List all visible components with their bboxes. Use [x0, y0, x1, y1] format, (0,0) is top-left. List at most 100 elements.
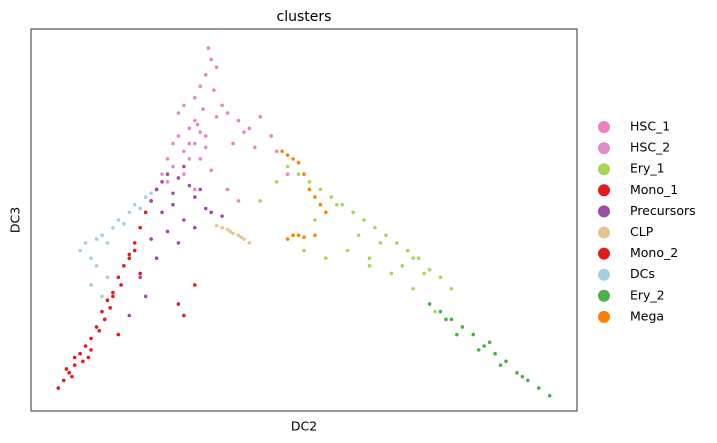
point: [242, 237, 246, 241]
point: [504, 359, 508, 364]
point: [285, 172, 290, 176]
point: [127, 252, 132, 257]
point: [253, 145, 257, 150]
point: [395, 241, 399, 245]
point: [138, 275, 142, 280]
point: [182, 218, 186, 222]
point: [438, 275, 443, 280]
point: [236, 199, 241, 203]
point: [193, 187, 197, 192]
point: [182, 103, 186, 108]
point: [89, 283, 93, 287]
point: [198, 157, 203, 161]
point: [482, 344, 486, 348]
point: [116, 218, 121, 222]
point: [94, 325, 99, 329]
plot-area: [56, 46, 552, 398]
y-axis-label: DC3: [8, 207, 23, 233]
legend-label: Ery_1: [630, 161, 665, 176]
point: [285, 164, 290, 169]
point: [242, 130, 246, 134]
point: [100, 294, 104, 299]
point: [105, 275, 110, 280]
legend-label: HSC_2: [630, 140, 670, 155]
point: [340, 202, 345, 207]
point: [195, 122, 200, 127]
legend-marker: [598, 163, 610, 176]
point: [405, 248, 410, 253]
point: [89, 348, 93, 352]
point: [187, 157, 192, 161]
point: [296, 172, 301, 176]
point: [176, 241, 181, 245]
point: [187, 126, 192, 131]
legend-marker: [598, 310, 610, 323]
point: [193, 225, 197, 230]
point: [78, 351, 82, 356]
point: [239, 235, 244, 239]
point: [220, 225, 224, 230]
point: [389, 271, 394, 276]
point: [493, 351, 497, 356]
point: [318, 187, 323, 192]
point: [220, 103, 224, 108]
point: [302, 172, 306, 176]
point: [438, 309, 443, 314]
point: [269, 134, 274, 138]
point: [367, 256, 372, 261]
legend-label: HSC_1: [630, 119, 670, 134]
point: [209, 57, 213, 62]
point: [122, 222, 126, 226]
point: [302, 248, 306, 253]
point: [285, 237, 290, 241]
point: [296, 160, 301, 165]
legend-marker: [598, 289, 610, 302]
point: [471, 332, 476, 337]
point: [444, 317, 448, 322]
point: [193, 95, 197, 100]
point: [334, 202, 339, 207]
point: [100, 233, 104, 238]
point: [427, 302, 432, 306]
point: [132, 241, 137, 245]
point: [160, 172, 164, 176]
point: [165, 180, 170, 184]
point: [111, 294, 115, 299]
point: [165, 229, 170, 234]
point: [160, 180, 164, 184]
point: [171, 164, 175, 169]
point: [116, 332, 121, 337]
point: [160, 210, 164, 215]
point: [149, 199, 153, 203]
point: [198, 187, 203, 192]
legend-marker: [598, 205, 610, 218]
point: [225, 227, 230, 232]
legend: HSC_1 HSC_2 Ery_1 Mono_1 Precursors CLP Mono_2…: [598, 119, 696, 323]
point: [214, 115, 219, 119]
point: [280, 149, 284, 154]
point: [143, 195, 148, 199]
legend-label: CLP: [630, 224, 654, 239]
point: [171, 202, 175, 207]
point: [214, 65, 219, 69]
legend-label: Mono_1: [630, 182, 678, 197]
point: [236, 233, 241, 238]
point: [138, 225, 142, 230]
point: [193, 283, 197, 287]
point: [236, 118, 241, 123]
point: [100, 309, 104, 314]
point: [324, 256, 328, 261]
legend-label: Mega: [630, 308, 664, 323]
point: [119, 283, 123, 287]
point: [72, 363, 77, 367]
point: [182, 172, 186, 176]
point: [143, 210, 148, 215]
point: [64, 367, 69, 371]
point: [138, 271, 142, 276]
point: [225, 187, 230, 192]
legend-marker: [598, 226, 610, 239]
point: [193, 118, 197, 123]
legend-marker: [598, 184, 610, 197]
point: [373, 225, 377, 230]
